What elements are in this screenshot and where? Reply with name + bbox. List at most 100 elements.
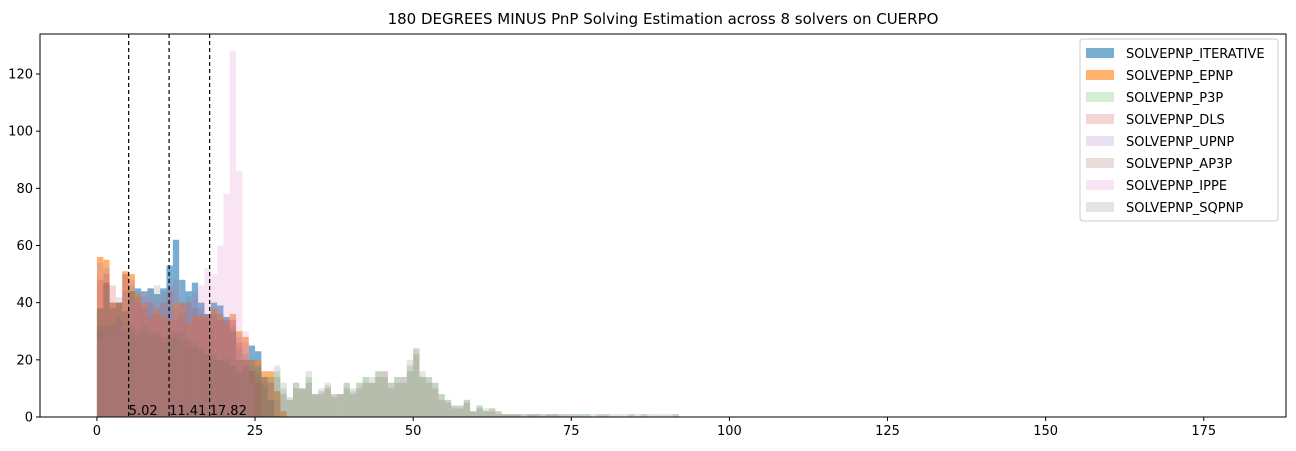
bar-solvepnp-dls-6	[134, 302, 142, 417]
bar-solvepnp-epnp-1	[103, 259, 110, 417]
bar-solvepnp-p3p-23	[242, 371, 249, 417]
bar-solvepnp-dls-3	[115, 302, 123, 417]
bar-solvepnp-p3p-19	[217, 359, 224, 417]
bar-solvepnp-p3p-56	[451, 408, 458, 417]
bar-solvepnp-p3p-21	[229, 365, 237, 417]
bar-solvepnp-upnp-28	[274, 399, 281, 417]
legend-label: SOLVEPNP_P3P	[1126, 91, 1223, 106]
x-tick-label: 150	[1033, 424, 1058, 439]
bar-solvepnp-sqpnp-62	[489, 408, 496, 417]
bar-solvepnp-p3p-74	[564, 414, 572, 417]
bar-solvepnp-epnp-14	[185, 322, 192, 417]
y-axis-ticks: 0 20 40 60 80 100 120	[8, 68, 40, 426]
bar-solvepnp-sqpnp-76	[577, 414, 584, 417]
bar-solvepnp-sqpnp-26	[261, 376, 268, 417]
bar-solvepnp-sqpnp-41	[356, 382, 363, 417]
bar-solvepnp-p3p-52	[425, 376, 433, 417]
bar-solvepnp-sqpnp-19	[217, 314, 224, 417]
bar-solvepnp-sqpnp-70	[539, 414, 546, 417]
bar-solvepnp-sqpnp-43	[368, 376, 376, 417]
bar-solvepnp-sqpnp-60	[476, 405, 483, 417]
bar-solvepnp-ippe-21	[229, 51, 237, 417]
bar-solvepnp-epnp-26	[261, 371, 268, 417]
bar-solvepnp-dls-23	[242, 359, 249, 417]
legend: SOLVEPNP_ITERATIVE SOLVEPNP_EPNP SOLVEPNP_…	[1079, 38, 1279, 222]
bar-solvepnp-dls-17	[204, 314, 211, 417]
bar-solvepnp-ap3p-26	[261, 382, 268, 417]
bar-solvepnp-sqpnp-40	[349, 388, 357, 417]
bar-solvepnp-p3p-75	[571, 414, 578, 417]
bar-solvepnp-ap3p-28	[274, 376, 281, 417]
bar-solvepnp-ap3p-24	[248, 371, 256, 417]
bar-solvepnp-upnp-24	[248, 359, 256, 417]
legend-swatch	[1086, 158, 1114, 168]
bar-solvepnp-sqpnp-84	[628, 414, 635, 417]
bar-solvepnp-epnp-17	[204, 316, 211, 417]
bar-solvepnp-ap3p-47	[394, 382, 401, 417]
bar-solvepnp-sqpnp-1	[103, 285, 110, 417]
bar-solvepnp-p3p-6	[134, 336, 142, 417]
bar-solvepnp-ippe-5	[128, 302, 135, 417]
bar-solvepnp-upnp-16	[198, 319, 205, 417]
bar-solvepnp-sqpnp-9	[153, 285, 161, 417]
bar-solvepnp-upnp-26	[261, 376, 268, 417]
bar-solvepnp-p3p-61	[482, 408, 490, 417]
bar-solvepnp-sqpnp-37	[330, 394, 338, 417]
bar-solvepnp-ap3p-25	[255, 374, 262, 417]
x-tick-label: 125	[875, 424, 900, 439]
bar-solvepnp-epnp-3	[115, 302, 123, 417]
bar-solvepnp-sqpnp-67	[520, 414, 528, 417]
bar-solvepnp-ippe-22	[236, 171, 243, 417]
bar-solvepnp-sqpnp-5	[128, 285, 135, 417]
bar-solvepnp-p3p-16	[198, 348, 205, 417]
bar-solvepnp-dls-20	[223, 319, 230, 417]
bar-solvepnp-upnp-18	[210, 314, 218, 417]
bar-solvepnp-sqpnp-91	[672, 414, 679, 417]
bar-solvepnp-p3p-42	[362, 376, 369, 417]
bar-solvepnp-ap3p-41	[356, 388, 363, 417]
bar-solvepnp-ap3p-45	[381, 371, 388, 417]
bar-solvepnp-ap3p-31	[292, 388, 300, 417]
bar-solvepnp-sqpnp-46	[387, 382, 395, 417]
bar-solvepnp-p3p-76	[577, 414, 584, 417]
bar-solvepnp-p3p-35	[318, 394, 325, 417]
bar-solvepnp-p3p-38	[337, 394, 344, 417]
bar-solvepnp-sqpnp-89	[659, 414, 667, 417]
bar-solvepnp-ap3p-2	[109, 325, 116, 417]
bar-solvepnp-ap3p-57	[457, 408, 464, 417]
bar-solvepnp-ap3p-65	[508, 414, 515, 417]
bar-solvepnp-upnp-27	[267, 382, 275, 417]
bar-solvepnp-dls-9	[153, 314, 161, 417]
bar-solvepnp-sqpnp-33	[305, 371, 312, 417]
y-tick-label: 40	[16, 296, 33, 311]
bar-solvepnp-sqpnp-83	[621, 414, 629, 417]
bar-solvepnp-ap3p-12	[172, 331, 180, 417]
bar-solvepnp-p3p-41	[356, 382, 363, 417]
bar-solvepnp-p3p-15	[191, 342, 199, 417]
bar-solvepnp-sqpnp-32	[299, 388, 306, 417]
bar-solvepnp-epnp-5	[128, 274, 135, 417]
bar-solvepnp-sqpnp-0	[96, 308, 104, 417]
bar-solvepnp-ippe-10	[160, 302, 167, 417]
bar-solvepnp-upnp-10	[160, 319, 167, 417]
legend-swatch	[1086, 202, 1114, 212]
bar-solvepnp-ap3p-34	[311, 394, 319, 417]
bar-solvepnp-ap3p-72	[552, 414, 559, 417]
x-tick-label: 25	[247, 424, 264, 439]
bar-solvepnp-ap3p-49	[406, 371, 414, 417]
bar-solvepnp-ippe-16	[198, 285, 205, 417]
bar-solvepnp-sqpnp-51	[419, 371, 426, 417]
bar-solvepnp-sqpnp-16	[198, 308, 205, 417]
legend-label: SOLVEPNP_EPNP	[1126, 69, 1233, 84]
bar-solvepnp-ap3p-69	[533, 414, 540, 417]
bar-solvepnp-epnp-28	[274, 391, 281, 417]
bar-solvepnp-epnp-29	[280, 411, 287, 417]
bar-solvepnp-ap3p-62	[489, 408, 496, 417]
plot-frame	[39, 33, 1287, 418]
bar-solvepnp-p3p-45	[381, 376, 388, 417]
bar-solvepnp-sqpnp-20	[223, 319, 230, 417]
bar-solvepnp-p3p-34	[311, 394, 319, 417]
bar-solvepnp-ap3p-9	[153, 331, 161, 417]
bar-solvepnp-p3p-18	[210, 354, 218, 417]
